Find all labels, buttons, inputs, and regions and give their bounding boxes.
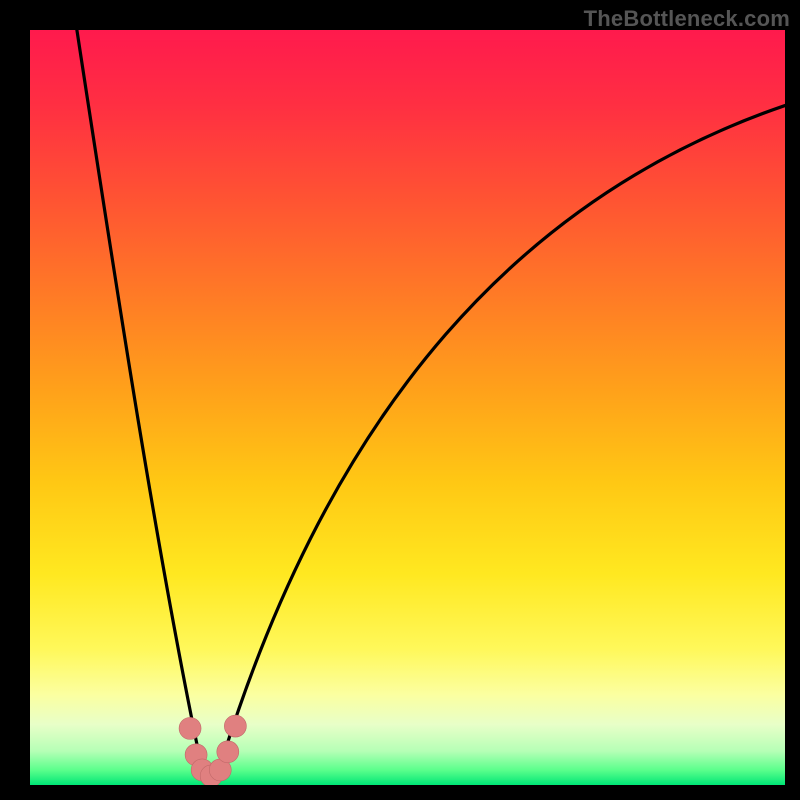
datapoint-marker — [179, 717, 201, 739]
gradient-background — [30, 30, 785, 785]
chart-stage: TheBottleneck.com — [0, 0, 800, 800]
bottleneck-chart — [0, 0, 800, 800]
datapoint-marker — [224, 715, 246, 737]
datapoint-marker — [217, 741, 239, 763]
